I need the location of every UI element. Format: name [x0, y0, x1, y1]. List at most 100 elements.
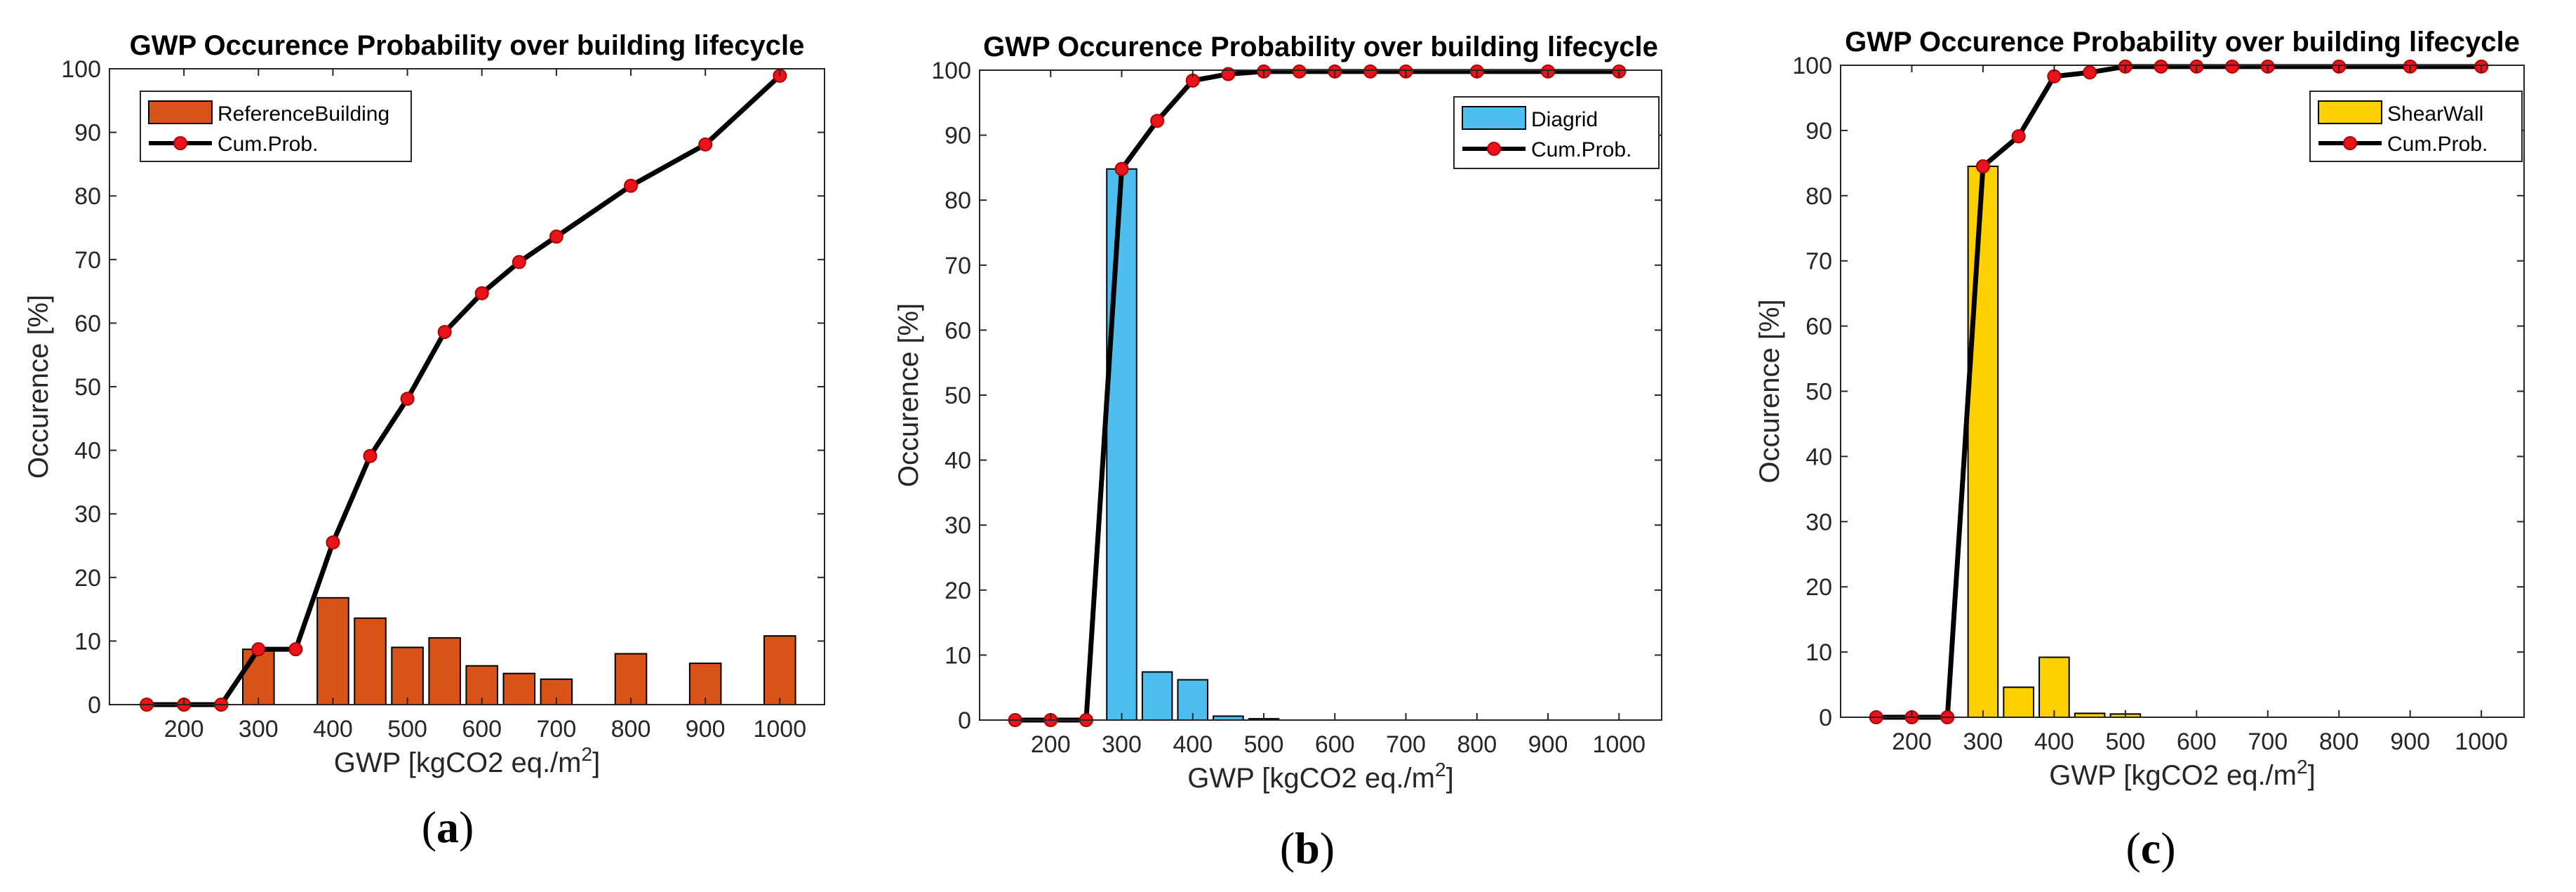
cum-prob-point-550 [1292, 64, 1307, 79]
x-tick-label: 400 [1173, 731, 1213, 758]
cum-prob-point-900 [698, 137, 713, 152]
x-tick-label: 300 [1102, 731, 1142, 758]
legend-bar-swatch [1462, 106, 1526, 130]
bar-400 [316, 597, 349, 705]
y-tick-label: 70 [945, 253, 971, 279]
y-tick-label: 40 [74, 438, 101, 465]
bar-300 [1967, 165, 1999, 718]
cum-prob-point-650 [1363, 64, 1377, 79]
chart-panel-b: 0 10 20 30 40 50 60 70 80 90 100 200 300 400 500 600 700… [893, 32, 1662, 794]
x-tick-label: 400 [2034, 728, 2074, 755]
y-tick-label: 0 [88, 692, 101, 719]
bar-650 [502, 672, 536, 706]
bar-400 [2038, 656, 2070, 718]
bar-800 [614, 653, 648, 706]
y-tick-label: 90 [74, 120, 101, 147]
legend-label-line: Cum.Prob. [1531, 138, 1631, 161]
legend: Diagrid Cum.Prob. [1453, 96, 1660, 169]
cum-prob-point-550 [437, 325, 452, 340]
bar-1000 [763, 635, 796, 705]
y-tick-label: 40 [1806, 444, 1832, 470]
legend: ShearWall Cum.Prob. [2309, 91, 2523, 162]
x-tick-label: 600 [1315, 731, 1355, 758]
x-axis-label: GWP [kgCO2 eq./m2] [334, 743, 600, 778]
bar-450 [354, 617, 387, 705]
bar-550 [428, 637, 461, 705]
x-tick-label: 800 [2319, 728, 2359, 755]
chart-panel-a: 0 10 20 30 40 50 60 70 80 90 100 200 300 400 500 600 700… [23, 30, 825, 778]
y-axis-label: Occurence [%] [1754, 299, 1785, 483]
y-tick-label: 30 [945, 512, 971, 539]
cum-prob-point-450 [363, 448, 378, 463]
x-tick-label: 500 [2105, 728, 2145, 755]
legend: ReferenceBuilding Cum.Prob. [140, 91, 412, 162]
y-tick-label: 70 [74, 247, 101, 274]
cum-prob-point-600 [474, 286, 489, 300]
plot-area [109, 69, 825, 705]
y-tick-label: 50 [945, 382, 971, 409]
y-tick-label: 20 [1806, 574, 1832, 601]
cum-prob-point-800 [624, 178, 639, 193]
chart-title: GWP Occurence Probability over building … [983, 32, 1658, 62]
caption-b: (b) [1279, 823, 1335, 873]
y-tick-label: 100 [1792, 53, 1832, 79]
x-axis-label: GWP [kgCO2 eq./m2] [1187, 759, 1453, 794]
cum-prob-point-650 [2225, 59, 2240, 74]
bar-300 [242, 648, 275, 705]
y-tick-label: 80 [1806, 183, 1832, 210]
legend-marker [1487, 142, 1501, 156]
y-tick-label: 0 [958, 707, 971, 734]
legend-label-bars: Diagrid [1531, 108, 1598, 131]
cum-prob-point-650 [512, 255, 526, 269]
plot-area [1841, 65, 2524, 717]
y-tick-label: 100 [61, 56, 101, 83]
bar-350 [2003, 686, 2034, 718]
y-tick-label: 40 [945, 448, 971, 474]
x-tick-label: 700 [537, 716, 577, 743]
x-tick-label: 700 [1386, 731, 1426, 758]
cum-prob-point-350 [1150, 114, 1165, 128]
y-tick-label: 70 [1806, 248, 1832, 275]
x-tick-label: 1000 [2455, 728, 2508, 755]
cum-prob-point-300 [251, 642, 266, 657]
y-tick-label: 60 [74, 310, 101, 337]
y-tick-label: 80 [945, 187, 971, 214]
y-tick-label: 60 [945, 317, 971, 344]
cum-prob-point-700 [549, 229, 563, 244]
y-axis-label: Occurence [%] [23, 295, 54, 479]
cum-prob-point-300 [1975, 159, 1990, 173]
x-tick-label: 400 [313, 716, 353, 743]
chart-title: GWP Occurence Probability over building … [130, 30, 805, 61]
y-tick-label: 20 [945, 578, 971, 604]
y-tick-label: 0 [1819, 705, 1832, 731]
y-tick-label: 30 [1806, 509, 1832, 535]
x-tick-label: 600 [462, 716, 502, 743]
bar-500 [391, 646, 424, 706]
x-tick-label: 700 [2248, 728, 2288, 755]
y-tick-label: 10 [945, 642, 971, 669]
y-tick-label: 20 [74, 565, 101, 592]
x-tick-label: 300 [239, 716, 279, 743]
cum-prob-point-450 [2083, 65, 2097, 80]
x-tick-label: 500 [387, 716, 427, 743]
x-tick-label: 800 [1457, 731, 1497, 758]
legend-label-line: Cum.Prob. [2387, 133, 2488, 156]
legend-label-bars: ShearWall [2387, 102, 2483, 126]
x-tick-label: 500 [1244, 731, 1284, 758]
x-tick-label: 800 [611, 716, 651, 743]
legend-bar-swatch [2318, 100, 2382, 124]
chart-panel-c: 0 10 20 30 40 50 60 70 80 90 100 200 300 400 500 600 700… [1754, 27, 2525, 791]
legend-marker [2343, 136, 2357, 150]
y-tick-label: 50 [1806, 379, 1832, 406]
x-tick-label: 200 [1031, 731, 1071, 758]
x-tick-label: 900 [1528, 731, 1568, 758]
x-tick-label: 600 [2177, 728, 2217, 755]
y-tick-label: 90 [1806, 118, 1832, 145]
y-tick-label: 60 [1806, 314, 1832, 340]
y-axis-label: Occurence [%] [893, 303, 924, 487]
cum-prob-point-350 [2011, 129, 2026, 144]
caption-c: (c) [2125, 823, 2176, 873]
legend-marker [173, 136, 187, 150]
bar-350 [1141, 671, 1173, 721]
x-tick-label: 300 [1963, 728, 2003, 755]
